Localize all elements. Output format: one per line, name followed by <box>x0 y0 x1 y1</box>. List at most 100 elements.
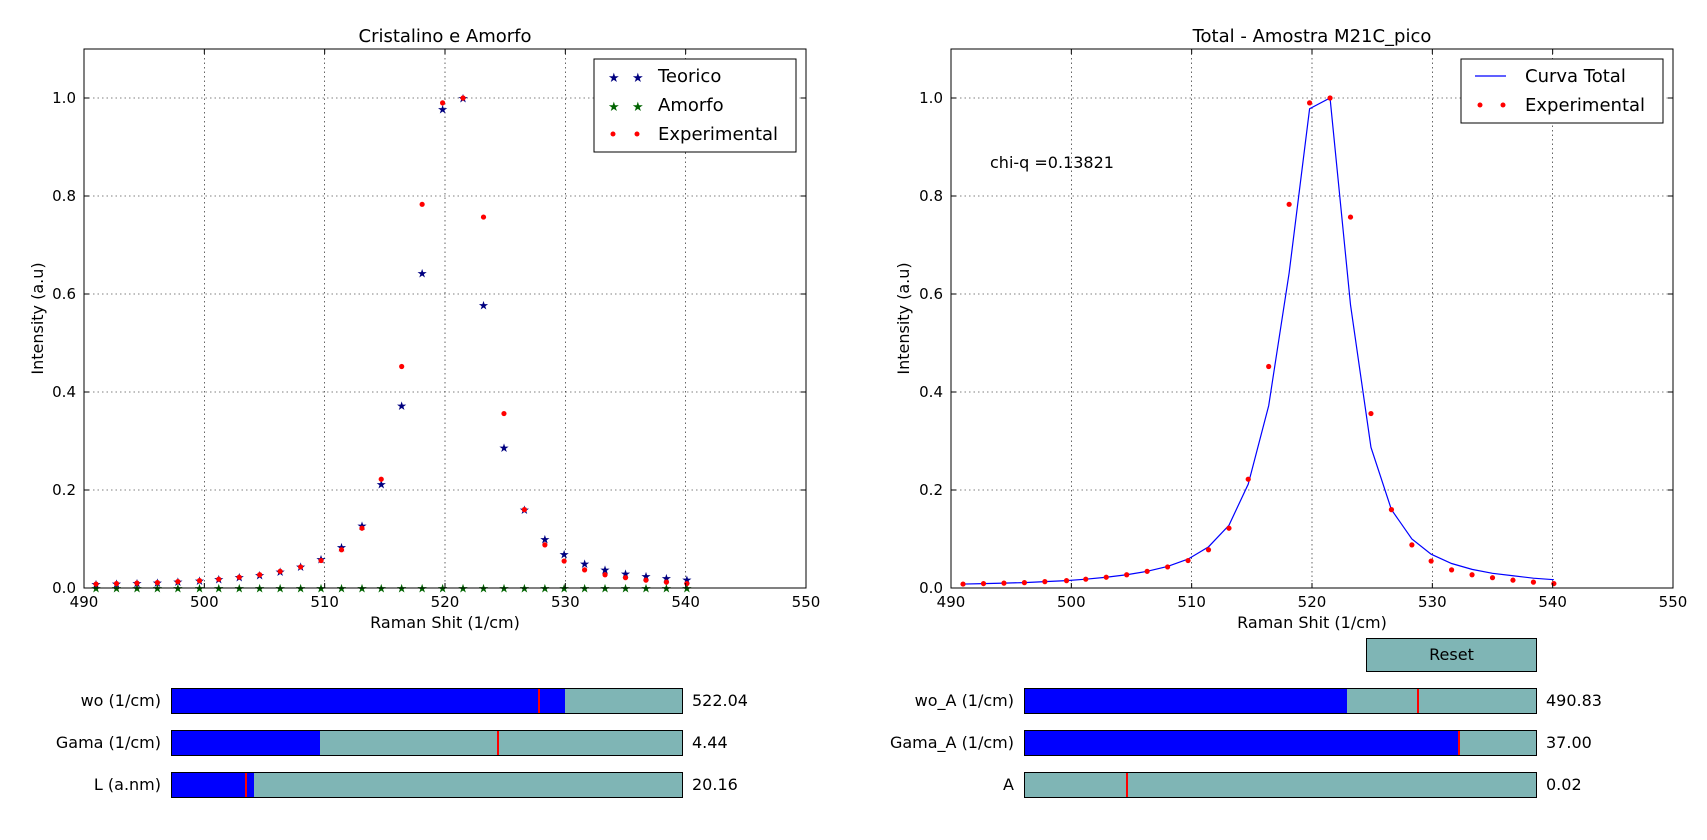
x-tick-label: 550 <box>1659 593 1688 611</box>
plot2-title: Total - Amostra M21C_pico <box>1192 26 1432 47</box>
slider-initial-marker <box>1458 731 1461 755</box>
dot-point-2-2 <box>134 580 140 586</box>
reset-button[interactable]: Reset <box>1366 638 1537 672</box>
dot-point-1-25 <box>1469 572 1475 578</box>
dot-point-1-4 <box>1042 579 1048 585</box>
x-tick-label: 520 <box>431 593 460 611</box>
slider-fill <box>1025 731 1460 755</box>
dot-point-2-27 <box>643 577 649 583</box>
dot-point-1-2 <box>1001 580 1007 586</box>
x-tick-label: 540 <box>671 593 700 611</box>
y-tick-label: 0.4 <box>52 383 76 401</box>
plot2-series <box>960 95 1557 587</box>
slider-label-wo: wo (1/cm) <box>80 691 161 710</box>
legend-experimental-2: Experimental <box>1525 95 1645 116</box>
dot-point-2-5 <box>196 578 203 584</box>
dot-point-1-5 <box>1063 578 1070 584</box>
dot-point-2-23 <box>561 558 567 564</box>
plot2-legend: Curva Total Experimental <box>1460 58 1664 124</box>
slider-wo_a[interactable] <box>1024 688 1537 714</box>
dot-point-2-14 <box>378 476 384 482</box>
x-tick-label: 540 <box>1538 593 1567 611</box>
star-point-0-17: ★ <box>437 102 448 116</box>
slider-l[interactable] <box>171 772 683 798</box>
slider-label-gama_a: Gama_A (1/cm) <box>889 733 1014 752</box>
legend-amorfo: Amorfo <box>658 95 724 116</box>
dot-point-2-8 <box>257 572 263 578</box>
star-point-0-26: ★ <box>620 567 631 581</box>
slider-label-gama: Gama (1/cm) <box>55 733 161 752</box>
slider-value-wo_a: 490.83 <box>1546 691 1602 710</box>
plot1-title: Cristalino e Amorfo <box>359 26 532 47</box>
slider-gama[interactable] <box>171 730 683 756</box>
y-tick-label: 1.0 <box>919 89 943 107</box>
plot1-ticks: 490 500 510 520 530 540 550 0.0 0.2 0.4 0.6 0.8 1.0 <box>52 49 820 611</box>
dot-point-1-18 <box>1327 95 1333 101</box>
slider-fill <box>172 773 254 797</box>
dot-point-2-0 <box>93 581 99 587</box>
slider-value-a: 0.02 <box>1546 775 1582 794</box>
slider-fill <box>172 689 565 713</box>
y-tick-label: 0.0 <box>52 579 76 597</box>
plot2-ylabel: Intensity (a.u) <box>894 262 913 374</box>
star-point-0-23: ★ <box>559 548 570 562</box>
y-tick-label: 1.0 <box>52 89 76 107</box>
slider-initial-marker <box>244 773 247 797</box>
x-tick-label: 530 <box>551 593 580 611</box>
x-tick-label: 490 <box>70 593 99 611</box>
star-point-0-19: ★ <box>478 298 489 312</box>
dot-point-1-14 <box>1245 476 1251 482</box>
slider-initial-marker <box>538 689 541 713</box>
dot-point-2-26 <box>622 575 629 581</box>
y-tick-label: 0.4 <box>919 383 943 401</box>
dot-point-1-6 <box>1083 576 1089 582</box>
dot-point-2-4 <box>175 579 181 585</box>
dot-point-2-16 <box>419 201 425 207</box>
dot-point-1-12 <box>1205 547 1212 553</box>
y-tick-label: 0.8 <box>919 187 943 205</box>
dot-point-1-1 <box>980 580 987 587</box>
y-tick-label: 0.2 <box>52 481 76 499</box>
dot-point-1-23 <box>1428 558 1434 564</box>
slider-a[interactable] <box>1024 772 1537 798</box>
dot-point-1-27 <box>1510 577 1516 583</box>
dot-point-2-21 <box>521 507 528 513</box>
dot-point-1-22 <box>1409 542 1415 548</box>
plot2-grid <box>951 49 1673 588</box>
dot-point-2-19 <box>480 214 487 220</box>
dot-point-2-11 <box>318 557 324 564</box>
dot-point-2-12 <box>338 547 345 553</box>
star-point-0-14: ★ <box>376 478 387 492</box>
slider-fill <box>172 731 320 755</box>
x-tick-label: 520 <box>1298 593 1327 611</box>
star-point-0-20: ★ <box>499 441 510 455</box>
dot-point-1-8 <box>1124 572 1130 578</box>
star-point-0-15: ★ <box>396 399 407 413</box>
slider-value-wo: 522.04 <box>692 691 748 710</box>
plot1-ylabel: Intensity (a.u) <box>28 262 47 374</box>
dot-point-1-15 <box>1266 363 1272 370</box>
dot-point-1-24 <box>1448 567 1455 573</box>
series-line-0 <box>963 97 1554 585</box>
legend-curva-total: Curva Total <box>1525 66 1626 87</box>
slider-wo[interactable] <box>171 688 683 714</box>
plot1-legend: ★ ★ Teorico ★ ★ Amorfo Experimental <box>593 58 797 153</box>
slider-initial-marker <box>1417 689 1420 713</box>
dot-point-1-26 <box>1489 575 1496 581</box>
plot1-xlabel: Raman Shit (1/cm) <box>370 613 520 632</box>
star-point-0-22: ★ <box>539 533 550 547</box>
x-tick-label: 500 <box>190 593 219 611</box>
dot-point-2-9 <box>277 568 283 574</box>
dot-point-1-29 <box>1551 580 1557 587</box>
slider-gama_a[interactable] <box>1024 730 1537 756</box>
dot-point-1-0 <box>960 581 966 587</box>
x-tick-label: 490 <box>937 593 966 611</box>
dot-point-2-28 <box>663 579 670 585</box>
slider-label-l: L (a.nm) <box>93 775 161 794</box>
legend-star-icon: ★ <box>608 100 620 115</box>
dot-point-2-17 <box>439 100 446 106</box>
slider-initial-marker <box>1126 773 1129 797</box>
slider-fill <box>1025 689 1347 713</box>
dot-point-1-28 <box>1530 579 1537 585</box>
